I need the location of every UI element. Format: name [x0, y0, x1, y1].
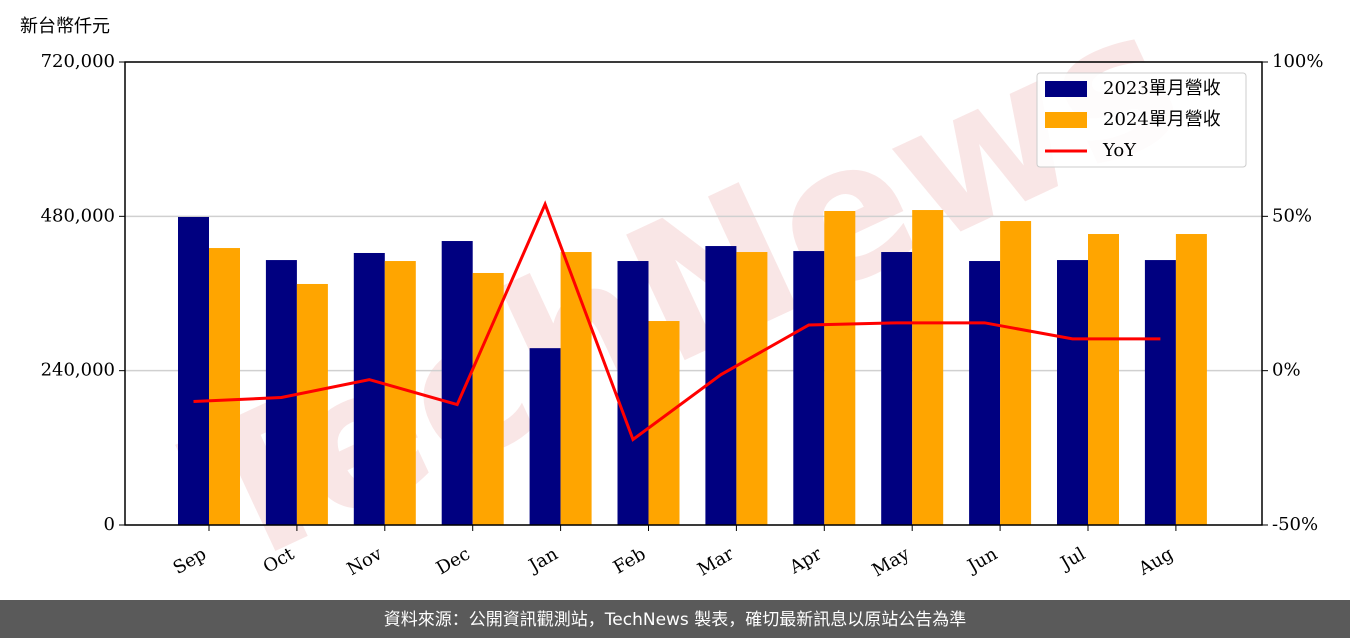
bar [617, 261, 649, 525]
bar [296, 283, 328, 525]
x-tick-label: Mar [694, 543, 738, 580]
x-tick-label: Jun [963, 543, 1002, 578]
x-tick-label: Jul [1055, 543, 1089, 575]
y-tick-label: 720,000 [41, 51, 115, 72]
bar [881, 252, 913, 525]
bar [793, 251, 825, 525]
legend-label: 2024單月營收 [1103, 109, 1221, 130]
legend-label: YoY [1102, 140, 1137, 161]
bar [824, 210, 856, 525]
x-tick-label: Dec [433, 543, 474, 579]
y-tick-label: 240,000 [41, 360, 115, 381]
line [193, 200, 1161, 442]
bar [736, 252, 768, 525]
x-tick-label: Jan [524, 543, 562, 577]
legend-swatch [1045, 112, 1087, 128]
x-tick-label: Sep [170, 543, 210, 578]
bar [1175, 234, 1207, 525]
y2-tick-label: 50% [1272, 205, 1312, 226]
y-tick-label: 480,000 [41, 205, 115, 226]
legend-label: 2023單月營收 [1103, 78, 1221, 99]
unit-label: 新台幣仟元 [20, 16, 110, 37]
footer: 資料來源：公開資訊觀測站，TechNews 製表，確切最新訊息以原站公告為準 [384, 610, 966, 630]
y2-tick-label: 100% [1272, 51, 1323, 72]
bar [209, 248, 240, 526]
bar [178, 216, 209, 526]
x-tick-label: May [869, 543, 914, 581]
footer-band [0, 600, 1350, 638]
x-tick-label: Apr [785, 543, 825, 578]
legend-box [1036, 72, 1247, 168]
plot-frame [124, 61, 1263, 526]
x-tick-label: Aug [1134, 543, 1177, 580]
bar [1088, 234, 1119, 525]
bar [705, 246, 737, 526]
x-tick-label: Feb [610, 543, 650, 578]
y2-tick-label: 0% [1272, 360, 1301, 381]
bar [1144, 260, 1176, 525]
bar [384, 261, 416, 525]
bar [529, 348, 561, 525]
bar [1000, 221, 1032, 525]
y2-tick-label: -50% [1272, 514, 1318, 535]
bar [912, 210, 944, 526]
bar [560, 252, 592, 525]
bar [969, 261, 1001, 525]
bar [353, 252, 385, 526]
bar [1057, 260, 1088, 525]
bar [265, 260, 297, 525]
bar [472, 272, 504, 525]
legend-swatch [1045, 81, 1087, 97]
y-tick-label: 0 [104, 514, 115, 535]
